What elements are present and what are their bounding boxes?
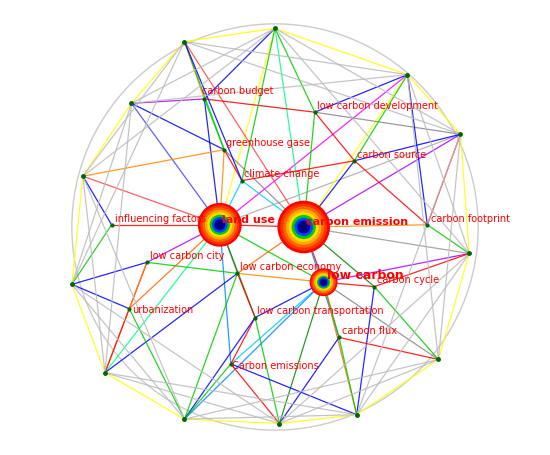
Circle shape — [217, 223, 222, 228]
Circle shape — [215, 221, 224, 230]
Circle shape — [312, 271, 336, 294]
Text: low carbon: low carbon — [327, 269, 404, 282]
Text: climate change: climate change — [244, 169, 320, 179]
Circle shape — [298, 222, 310, 233]
Circle shape — [204, 209, 236, 242]
Text: low carbon city: low carbon city — [150, 250, 224, 260]
Text: influencing factors: influencing factors — [115, 213, 206, 223]
Text: carbon flux: carbon flux — [342, 325, 397, 335]
Circle shape — [310, 269, 337, 296]
Text: carbon budget: carbon budget — [202, 86, 274, 96]
Circle shape — [213, 218, 227, 233]
Circle shape — [278, 202, 329, 253]
Circle shape — [315, 274, 332, 291]
Text: low carbon development: low carbon development — [317, 100, 438, 110]
Text: carbon footprint: carbon footprint — [431, 213, 510, 223]
Text: Carbon emissions: Carbon emissions — [232, 360, 319, 370]
Circle shape — [211, 216, 229, 235]
Text: low carbon economy: low carbon economy — [240, 261, 341, 271]
Circle shape — [314, 272, 334, 293]
Circle shape — [201, 207, 239, 244]
Text: carbon cycle: carbon cycle — [377, 275, 439, 285]
Circle shape — [292, 216, 315, 239]
Circle shape — [321, 280, 327, 286]
Circle shape — [301, 225, 306, 230]
Circle shape — [287, 211, 321, 244]
Circle shape — [284, 207, 323, 248]
Circle shape — [281, 205, 327, 250]
Circle shape — [316, 275, 331, 290]
Circle shape — [322, 281, 325, 284]
Text: greenhouse gase: greenhouse gase — [227, 138, 310, 148]
Circle shape — [199, 204, 241, 247]
Circle shape — [295, 219, 312, 236]
Text: land use: land use — [222, 214, 275, 224]
Circle shape — [318, 277, 329, 288]
Text: carbon source: carbon source — [357, 150, 426, 160]
Circle shape — [208, 213, 232, 237]
Text: urbanization: urbanization — [132, 304, 193, 314]
Circle shape — [289, 213, 318, 242]
Circle shape — [206, 211, 234, 239]
Text: carbon emission: carbon emission — [306, 217, 408, 227]
Circle shape — [319, 278, 328, 287]
Text: low carbon transportation: low carbon transportation — [257, 305, 384, 315]
